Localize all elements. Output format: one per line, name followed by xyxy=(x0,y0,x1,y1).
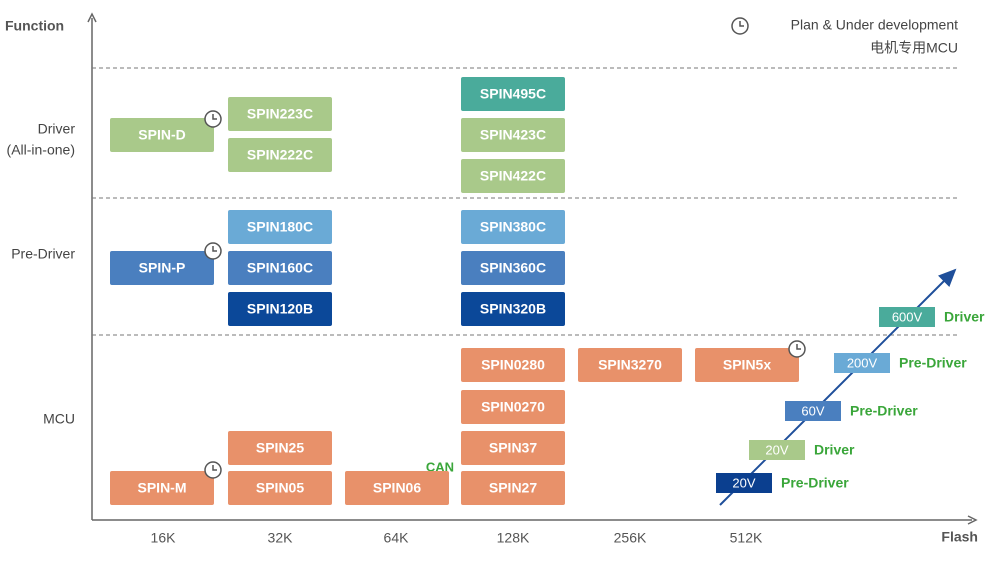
product-box xyxy=(461,471,565,505)
voltage-badge xyxy=(716,473,772,493)
product-box xyxy=(228,97,332,131)
product-label: SPIN222C xyxy=(247,147,313,163)
product-label: SPIN0270 xyxy=(481,399,545,415)
product-box xyxy=(228,251,332,285)
product-box xyxy=(228,210,332,244)
voltage-label: 60V xyxy=(801,403,824,418)
voltage-badge xyxy=(834,353,890,373)
voltage-label: 20V xyxy=(732,475,755,490)
product-box xyxy=(461,210,565,244)
product-label: SPIN423C xyxy=(480,127,546,143)
product-label: SPIN160C xyxy=(247,260,313,276)
product-label: SPIN3270 xyxy=(598,357,662,373)
voltage-type: Driver xyxy=(944,309,985,325)
x-tick-label: 128K xyxy=(497,530,530,546)
product-box xyxy=(695,348,799,382)
product-label: SPIN360C xyxy=(480,260,546,276)
y-axis-arrow xyxy=(87,12,97,23)
product-label: SPIN223C xyxy=(247,106,313,122)
product-label: SPIN27 xyxy=(489,480,537,496)
product-label: SPIN422C xyxy=(480,168,546,184)
product-box xyxy=(110,118,214,152)
row-label: Driver xyxy=(38,121,76,137)
voltage-label: 600V xyxy=(892,309,923,324)
product-box xyxy=(228,431,332,465)
product-box xyxy=(461,348,565,382)
y-axis-label: Function xyxy=(5,18,64,34)
product-label: SPIN380C xyxy=(480,219,546,235)
product-box xyxy=(110,471,214,505)
row-label: (All-in-one) xyxy=(7,142,75,158)
product-box xyxy=(228,292,332,326)
x-tick-label: 32K xyxy=(268,530,294,546)
product-box xyxy=(461,292,565,326)
annotation: CAN xyxy=(426,459,454,474)
plan-icon-hands xyxy=(212,246,217,252)
product-box xyxy=(228,138,332,172)
plan-icon-hands xyxy=(796,344,801,350)
product-box xyxy=(461,77,565,111)
plan-icon-hands xyxy=(739,21,744,27)
voltage-type: Pre-Driver xyxy=(781,475,849,491)
product-box xyxy=(461,251,565,285)
product-label: SPIN-P xyxy=(139,260,186,276)
product-label: SPIN-D xyxy=(138,127,185,143)
voltage-type: Driver xyxy=(814,442,855,458)
product-box xyxy=(578,348,682,382)
plan-icon-hands xyxy=(212,114,217,120)
product-label: SPIN05 xyxy=(256,480,304,496)
product-box xyxy=(461,118,565,152)
product-box xyxy=(228,471,332,505)
product-box xyxy=(461,390,565,424)
product-box xyxy=(461,159,565,193)
legend-planned: Plan & Under development xyxy=(791,17,958,33)
plan-icon-hands xyxy=(212,465,217,471)
voltage-badge xyxy=(879,307,935,327)
product-box xyxy=(461,431,565,465)
voltage-badge xyxy=(785,401,841,421)
x-axis-arrow xyxy=(967,515,978,525)
product-label: SPIN25 xyxy=(256,440,304,456)
row-label: Pre-Driver xyxy=(11,246,75,262)
voltage-label: 20V xyxy=(765,442,788,457)
voltage-badge xyxy=(749,440,805,460)
voltage-label: 200V xyxy=(847,355,878,370)
product-label: SPIN37 xyxy=(489,440,537,456)
product-label: SPIN320B xyxy=(480,301,546,317)
legend-note: 电机专用MCU xyxy=(870,40,958,56)
product-label: SPIN180C xyxy=(247,219,313,235)
x-tick-label: 16K xyxy=(151,530,177,546)
x-axis-label: Flash xyxy=(941,529,978,545)
product-label: SPIN495C xyxy=(480,86,546,102)
x-tick-label: 512K xyxy=(730,530,763,546)
product-box xyxy=(110,251,214,285)
product-label: SPIN06 xyxy=(373,480,421,496)
voltage-type: Pre-Driver xyxy=(850,403,918,419)
product-label: SPIN0280 xyxy=(481,357,545,373)
product-box xyxy=(345,471,449,505)
product-label: SPIN120B xyxy=(247,301,313,317)
row-label: MCU xyxy=(43,411,75,427)
trend-arrow xyxy=(719,268,957,506)
voltage-type: Pre-Driver xyxy=(899,355,967,371)
product-label: SPIN5x xyxy=(723,357,771,373)
x-tick-label: 64K xyxy=(384,530,410,546)
x-tick-label: 256K xyxy=(614,530,647,546)
product-label: SPIN-M xyxy=(138,480,187,496)
